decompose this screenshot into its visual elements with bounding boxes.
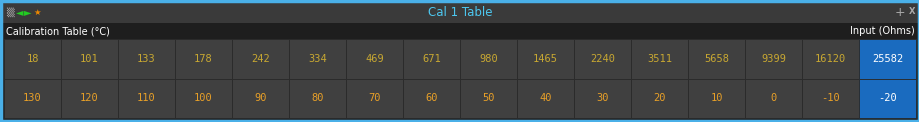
Text: 242: 242 <box>251 54 269 64</box>
Text: 130: 130 <box>23 93 42 103</box>
Text: 50: 50 <box>482 93 494 103</box>
Text: 0: 0 <box>769 93 776 103</box>
Bar <box>61 39 118 78</box>
Text: 20: 20 <box>652 93 665 103</box>
Bar <box>573 39 630 78</box>
Bar <box>2 1 917 23</box>
Text: 60: 60 <box>425 93 437 103</box>
Text: ►: ► <box>24 7 32 17</box>
Text: ▒: ▒ <box>6 7 14 17</box>
Text: 18: 18 <box>27 54 39 64</box>
Bar <box>346 78 403 118</box>
Bar <box>61 78 118 118</box>
Bar <box>858 39 915 78</box>
Bar <box>460 78 516 118</box>
Bar <box>744 78 801 118</box>
Bar <box>118 39 175 78</box>
Text: 16120: 16120 <box>814 54 845 64</box>
Text: 100: 100 <box>194 93 212 103</box>
Bar <box>118 78 175 118</box>
Text: 40: 40 <box>539 93 551 103</box>
Text: 1465: 1465 <box>532 54 558 64</box>
Bar <box>2 23 917 120</box>
Bar <box>346 39 403 78</box>
Text: Calibration Table (°C): Calibration Table (°C) <box>6 26 109 36</box>
Text: +: + <box>893 5 904 19</box>
Text: 671: 671 <box>422 54 440 64</box>
Text: 178: 178 <box>194 54 212 64</box>
Bar <box>630 39 687 78</box>
Text: 9399: 9399 <box>760 54 785 64</box>
Bar <box>460 39 516 78</box>
Text: 2240: 2240 <box>589 54 614 64</box>
Bar <box>516 78 573 118</box>
Text: Cal 1 Table: Cal 1 Table <box>427 5 492 19</box>
Text: -10: -10 <box>821 93 839 103</box>
Bar <box>516 39 573 78</box>
Bar <box>289 78 346 118</box>
Bar <box>232 78 289 118</box>
Text: X: X <box>908 7 914 16</box>
Text: 133: 133 <box>137 54 155 64</box>
Text: ◄: ◄ <box>17 7 24 17</box>
Text: 110: 110 <box>137 93 155 103</box>
Bar <box>289 39 346 78</box>
Bar <box>232 39 289 78</box>
Text: 101: 101 <box>80 54 98 64</box>
Bar <box>687 39 744 78</box>
Bar <box>403 39 460 78</box>
Text: 120: 120 <box>80 93 98 103</box>
Text: 10: 10 <box>709 93 722 103</box>
Text: 3511: 3511 <box>646 54 671 64</box>
Text: 5658: 5658 <box>703 54 728 64</box>
Bar <box>744 39 801 78</box>
Text: 90: 90 <box>254 93 267 103</box>
Bar <box>687 78 744 118</box>
Bar <box>801 78 858 118</box>
Bar <box>858 78 915 118</box>
Bar <box>801 39 858 78</box>
Bar <box>175 78 232 118</box>
Text: 70: 70 <box>368 93 380 103</box>
Text: 334: 334 <box>308 54 326 64</box>
Text: 25582: 25582 <box>871 54 902 64</box>
Bar <box>573 78 630 118</box>
Text: 469: 469 <box>365 54 383 64</box>
Text: ★: ★ <box>33 7 40 16</box>
Text: 80: 80 <box>311 93 323 103</box>
Text: -20: -20 <box>877 93 896 103</box>
Text: 980: 980 <box>479 54 497 64</box>
Bar <box>403 78 460 118</box>
Text: Input (Ohms): Input (Ohms) <box>849 26 914 36</box>
Bar <box>4 78 61 118</box>
Bar <box>175 39 232 78</box>
Bar <box>4 39 61 78</box>
Bar <box>630 78 687 118</box>
Text: 30: 30 <box>596 93 608 103</box>
